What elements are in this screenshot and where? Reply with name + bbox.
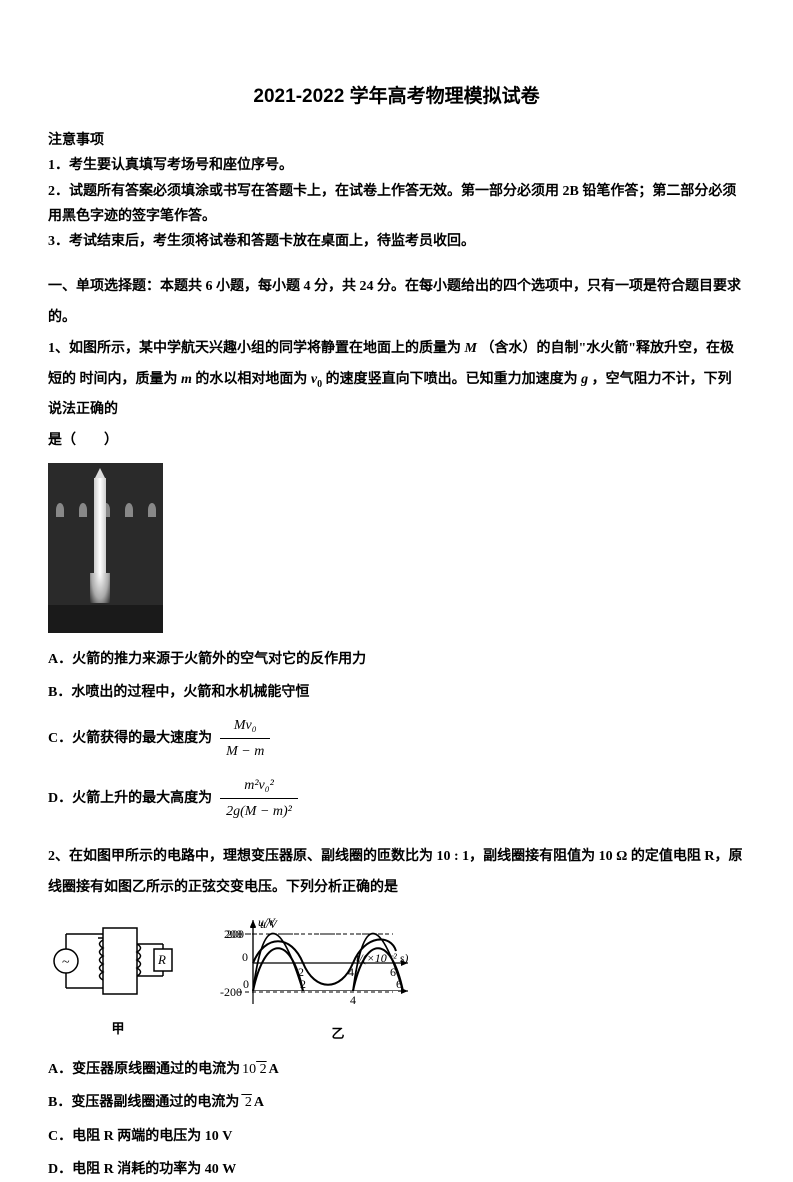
diagram-jia-label: 甲	[48, 1017, 188, 1040]
q1-stem-p5: 的速度竖直向下喷出。已知重力加速度为	[322, 372, 578, 387]
q1-stem-p3: 时间内，质量为	[80, 372, 178, 387]
q2-a-p1: A．变压器原线圈通过的电流为	[48, 1057, 240, 1082]
q1-stem-p4: 的水以相对地面为	[195, 372, 307, 387]
sine-overlay: 200 0 -200 u/V 2 4 6 t/(×10⁻² s)	[218, 916, 418, 1011]
instruction-line-1: 1．考生要认真填写考场号和座位序号。	[48, 153, 745, 178]
q1-stem: 1、如图所示，某中学航天兴趣小组的同学将静置在地面上的质量为 M （含水）的自制…	[48, 334, 745, 426]
q1-option-c-fraction: Mv₀ M − m	[220, 713, 270, 764]
q2-a-p2: A	[269, 1057, 279, 1082]
q1-option-a: A．火箭的推力来源于火箭外的空气对它的反作用力	[48, 647, 745, 672]
q1-var-m: m	[178, 372, 196, 387]
transformer-svg: ~ R	[48, 916, 188, 1006]
sine-container: 200 0 u/V 2 4 6 200 0 -200 u/V 2	[218, 916, 418, 1046]
q1-stem-p1: 1、如图所示，某中学航天兴趣小组的同学将静置在地面上的质量为	[48, 341, 461, 356]
transformer-diagram: ~ R	[48, 916, 188, 1015]
q2-option-b: B．变压器副线圈通过的电流为 2 A	[48, 1090, 745, 1115]
q2-b-p2: A	[254, 1090, 264, 1115]
q2-option-d: D．电阻 R 消耗的功率为 40 W	[48, 1157, 745, 1182]
q1-option-b: B．水喷出的过程中，火箭和水机械能守恒	[48, 680, 745, 705]
q2-b-p1: B．变压器副线圈通过的电流为	[48, 1090, 239, 1115]
instructions-block: 注意事项 1．考生要认真填写考场号和座位序号。 2．试题所有答案必须填涂或书写在…	[48, 128, 745, 254]
q1-var-v0: v	[307, 372, 317, 387]
q1-d-denominator: 2g(M − m)²	[220, 799, 298, 824]
diagram-yi-label: 乙	[258, 1022, 418, 1045]
source-label: ~	[62, 955, 70, 970]
q1-c-numerator: Mv₀	[220, 713, 270, 739]
q1-c-denominator: M − m	[220, 739, 270, 764]
q1-option-c: C．火箭获得的最大速度为 Mv₀ M − m	[48, 713, 745, 764]
q1-var-M: M	[461, 341, 480, 356]
section-1-header: 一、单项选择题：本题共 6 小题，每小题 4 分，共 24 分。在每小题给出的四…	[48, 272, 745, 334]
q1-option-d: D．火箭上升的最大高度为 m²v₀² 2g(M − m)²	[48, 773, 745, 824]
resistor-r-label: R	[157, 952, 166, 967]
q1-option-d-fraction: m²v₀² 2g(M − m)²	[220, 773, 298, 824]
q1-option-c-label: C．火箭获得的最大速度为	[48, 726, 212, 751]
sine-diagram: 200 0 u/V 2 4 6 200 0 -200 u/V 2	[218, 916, 418, 1020]
q2-option-a: A．变压器原线圈通过的电流为 10 2 A	[48, 1057, 745, 1082]
q2-diagrams: ~ R 甲	[48, 916, 745, 1046]
q1-d-numerator: m²v₀²	[220, 773, 298, 799]
q2-option-c: C．电阻 R 两端的电压为 10 V	[48, 1124, 745, 1149]
transformer-container: ~ R 甲	[48, 916, 188, 1041]
q1-var-g: g	[578, 372, 592, 387]
q1-option-d-label: D．火箭上升的最大高度为	[48, 786, 212, 811]
page-title: 2021-2022 学年高考物理模拟试卷	[48, 80, 745, 114]
instruction-line-3: 3．考试结束后，考生须将试卷和答题卡放在桌面上，待监考员收回。	[48, 229, 745, 254]
instructions-heading: 注意事项	[48, 128, 745, 153]
q1-stem-p7: 是（ ）	[48, 426, 745, 457]
q2-stem: 2、在如图甲所示的电路中，理想变压器原、副线圈的匝数比为 10 : 1，副线圈接…	[48, 842, 745, 904]
instruction-line-2: 2．试题所有答案必须填涂或书写在答题卡上，在试卷上作答无效。第一部分必须用 2B…	[48, 179, 745, 229]
q1-rocket-figure	[48, 463, 163, 633]
